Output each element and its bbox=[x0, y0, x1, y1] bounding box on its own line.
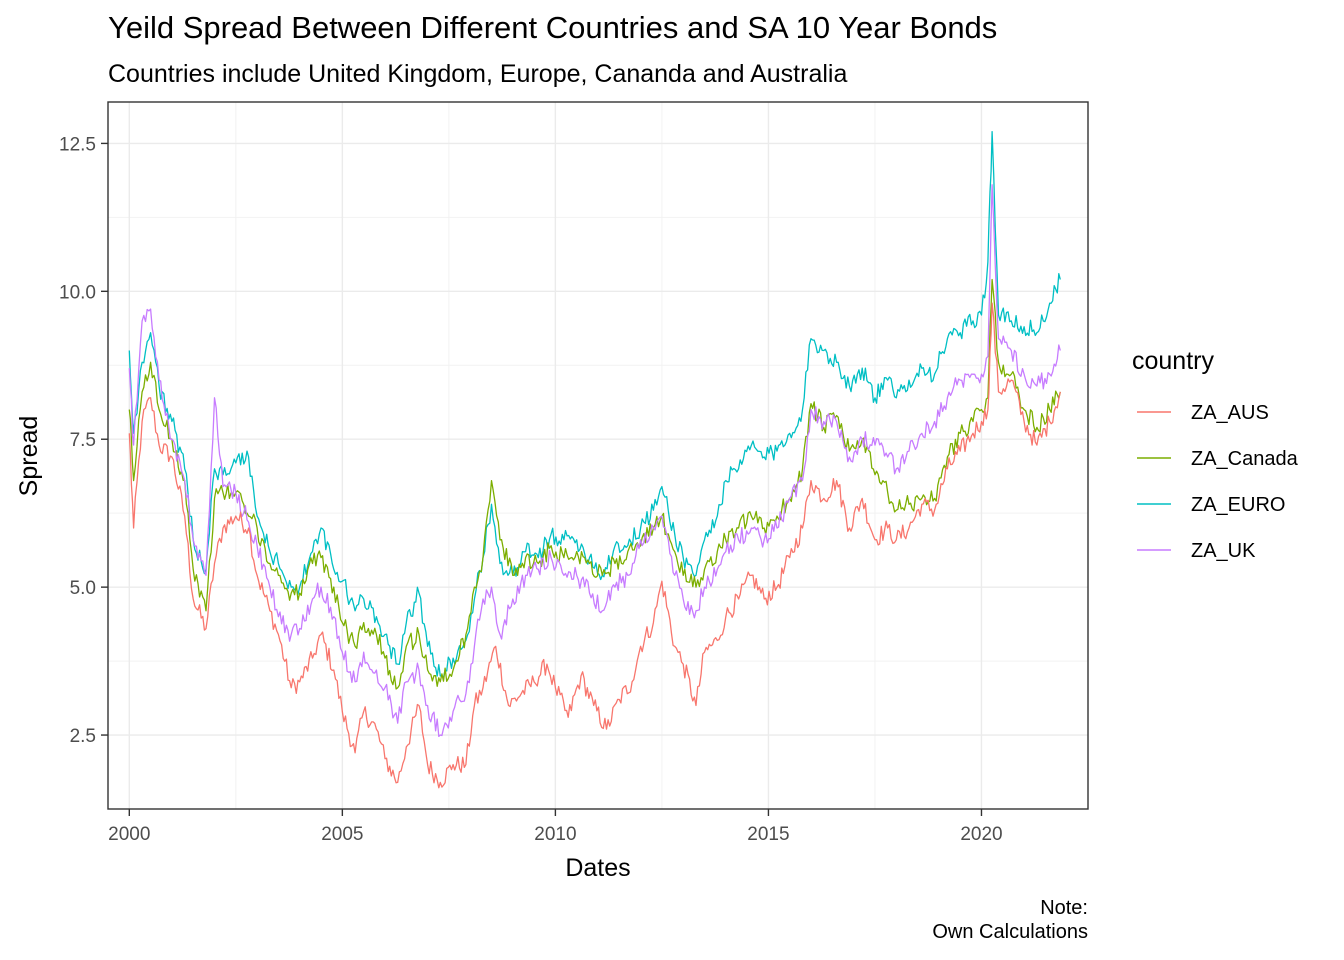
legend-label: ZA_AUS bbox=[1191, 402, 1269, 424]
chart-title: Yeild Spread Between Different Countries… bbox=[108, 10, 998, 45]
series-lines bbox=[128, 130, 1061, 789]
y-tick-label: 7.5 bbox=[70, 430, 96, 451]
major-gridlines bbox=[108, 102, 1088, 809]
caption-source: Own Calculations bbox=[932, 921, 1088, 943]
legend: country ZA_AUS ZA_Canada ZA_EURO ZA_UK bbox=[1132, 347, 1299, 562]
plot-border bbox=[107, 101, 1089, 810]
chart-subtitle: Countries include United Kingdom, Europe… bbox=[108, 60, 848, 88]
legend-label: ZA_Canada bbox=[1191, 448, 1299, 470]
x-tick-label: 2010 bbox=[534, 824, 576, 845]
caption: Note: Own Calculations bbox=[932, 896, 1088, 944]
x-axis-title: Dates bbox=[565, 854, 630, 882]
legend-title: country bbox=[1132, 347, 1214, 375]
x-tick-label: 2020 bbox=[960, 824, 1002, 845]
plot-panel bbox=[108, 102, 1088, 809]
y-axis: 2.5 5.0 7.5 10.0 12.5 bbox=[59, 134, 108, 747]
series-line-za-aus bbox=[128, 302, 1061, 789]
series-line-za-canada bbox=[128, 278, 1061, 690]
caption-note: Note: bbox=[1040, 897, 1088, 919]
x-tick-label: 2015 bbox=[747, 824, 789, 845]
legend-label: ZA_UK bbox=[1191, 540, 1256, 562]
legend-label: ZA_EURO bbox=[1191, 494, 1285, 516]
y-tick-label: 2.5 bbox=[70, 726, 96, 747]
x-axis: 2000 2005 2010 2015 2020 bbox=[108, 809, 1003, 845]
minor-gridlines bbox=[108, 102, 1088, 809]
x-tick-label: 2005 bbox=[321, 824, 363, 845]
y-tick-label: 10.0 bbox=[59, 282, 96, 303]
y-tick-label: 5.0 bbox=[70, 578, 96, 599]
x-tick-label: 2000 bbox=[108, 824, 150, 845]
series-line-za-uk bbox=[128, 184, 1061, 738]
y-axis-title: Spread bbox=[15, 416, 43, 497]
y-tick-label: 12.5 bbox=[59, 134, 96, 155]
